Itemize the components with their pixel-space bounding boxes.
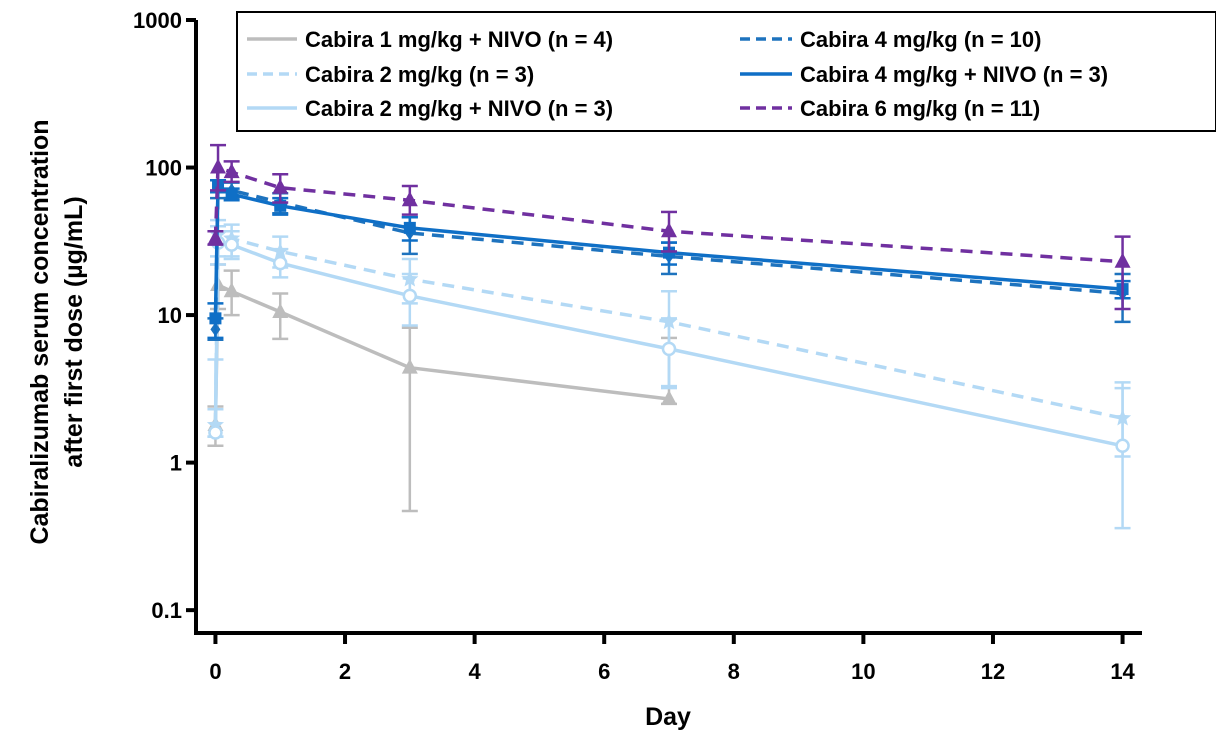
series-layer [206, 143, 1132, 530]
data-point [1114, 252, 1131, 268]
series-6 [207, 143, 1131, 311]
legend-box [236, 11, 1216, 132]
y-axis-title-line-1: Cabiralizumab serum concentration [26, 119, 54, 544]
y-tick-label: 100 [145, 156, 182, 181]
data-point [401, 191, 418, 207]
data-point [272, 255, 288, 271]
series-line [213, 283, 670, 425]
data-point [223, 163, 240, 179]
data-point [225, 188, 238, 201]
data-point [209, 312, 222, 325]
x-axis-title: Day [645, 703, 691, 731]
y-tick-label: 0.1 [151, 598, 182, 623]
data-point [1115, 438, 1130, 454]
y-axis-title: Cabiralizumab serum concentration after … [26, 119, 88, 544]
legend-label: Cabira 4 mg/kg + NIVO (n = 3) [800, 62, 1108, 87]
legend-label: Cabira 2 mg/kg + NIVO (n = 3) [305, 96, 613, 121]
x-tick-label: 2 [339, 659, 351, 684]
data-point [401, 358, 418, 374]
y-tick-label: 10 [158, 303, 182, 328]
x-tick-label: 4 [468, 659, 481, 684]
x-tick-label: 12 [981, 659, 1005, 684]
y-tick-label: 1 [170, 451, 182, 476]
y-tick-label: 1000 [133, 8, 182, 33]
data-point [403, 221, 416, 234]
legend-label: Cabira 4 mg/kg (n = 10) [800, 27, 1041, 52]
x-tick-label: 10 [851, 659, 875, 684]
legend-label: Cabira 6 mg/kg (n = 11) [800, 96, 1040, 121]
legend-label: Cabira 2 mg/kg (n = 3) [305, 62, 534, 87]
data-point [272, 302, 289, 318]
axes: 0.1 1 10 100 1000 0 2 4 6 8 10 12 14 [133, 8, 1142, 684]
x-tick-label: 14 [1110, 659, 1135, 684]
data-point [207, 229, 224, 245]
x-tick-label: 6 [598, 659, 610, 684]
data-point [661, 341, 677, 357]
data-point [208, 425, 223, 440]
legend: Cabira 1 mg/kg + NIVO (n = 4) Cabira 2 mg… [236, 11, 1216, 132]
data-point [402, 288, 418, 304]
data-point [272, 178, 289, 194]
data-point [210, 158, 227, 174]
data-point [223, 282, 240, 298]
y-axis-title-line-2: after first dose (µg/mL) [60, 196, 88, 467]
legend-label: Cabira 1 mg/kg + NIVO (n = 4) [305, 27, 613, 52]
x-tick-label: 0 [209, 659, 221, 684]
data-point [224, 237, 239, 252]
data-point [661, 389, 677, 405]
data-point [661, 222, 677, 238]
x-tick-label: 8 [728, 659, 740, 684]
